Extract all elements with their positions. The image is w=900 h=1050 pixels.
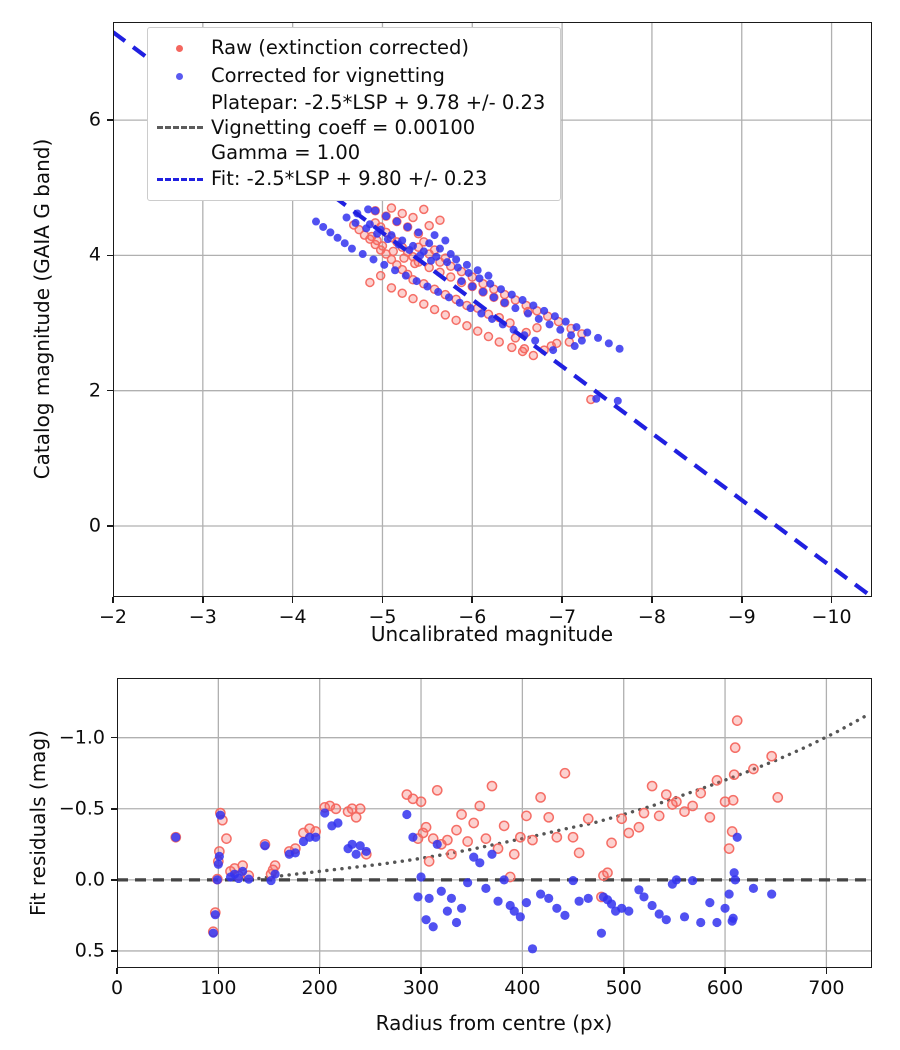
x-tick-label: 500 <box>605 977 642 999</box>
x-tick-label: −4 <box>278 606 307 628</box>
x-tick-mark <box>830 597 833 603</box>
x-tick-label: 0 <box>110 977 124 999</box>
x-tick-mark <box>112 597 114 603</box>
x-tick-mark <box>318 968 321 974</box>
blue-dashed-line-icon <box>157 177 203 181</box>
gray-dashed-line-icon <box>157 126 203 129</box>
x-tick-mark <box>471 597 474 603</box>
residuals-plot <box>117 678 872 968</box>
x-tick-mark <box>651 597 653 603</box>
legend-marker-red-icon <box>157 38 203 58</box>
legend-platepar-line1: Platepar: -2.5*LSP + 9.78 +/- 0.23 <box>157 90 550 115</box>
y-tick-mark <box>107 389 113 392</box>
y-tick-mark <box>111 807 117 810</box>
y-tick-mark <box>107 254 113 257</box>
x-tick-label: −8 <box>637 606 666 628</box>
residuals-yaxis-title: Fit residuals (mag) <box>26 730 50 916</box>
y-tick-label: 6 <box>88 108 101 131</box>
x-tick-label: −5 <box>368 606 397 628</box>
y-tick-mark <box>111 950 117 952</box>
legend-corrected: Corrected for vignetting <box>157 62 550 90</box>
x-tick-mark <box>202 597 204 603</box>
x-tick-mark <box>381 597 384 603</box>
legend-dashed-blue-icon <box>157 169 203 189</box>
legend-label: Raw (extinction corrected) <box>211 36 469 60</box>
legend-label: Vignetting coeff = 0.00100 <box>211 115 476 139</box>
x-tick-mark <box>825 968 828 974</box>
x-tick-mark <box>116 968 118 974</box>
x-tick-label: 100 <box>200 977 237 999</box>
magnitude-plot-legend: Raw (extinction corrected) Corrected for … <box>147 27 561 201</box>
magnitude-xaxis-title: Uncalibrated magnitude <box>370 622 614 646</box>
red-dot-icon <box>176 44 183 52</box>
x-tick-label: −9 <box>727 606 756 628</box>
y-tick-mark <box>107 525 113 527</box>
y-tick-mark <box>111 879 117 881</box>
y-tick-label: 0.0 <box>74 868 105 891</box>
blue-dot-icon <box>176 72 183 80</box>
x-tick-label: 700 <box>808 977 845 999</box>
x-tick-label: −7 <box>548 606 577 628</box>
legend-fit: Fit: -2.5*LSP + 9.80 +/- 0.23 <box>157 165 550 193</box>
x-tick-label: 400 <box>504 977 541 999</box>
legend-raw: Raw (extinction corrected) <box>157 34 550 62</box>
x-tick-mark <box>217 968 220 974</box>
legend-label: Fit: -2.5*LSP + 9.80 +/- 0.23 <box>211 167 488 191</box>
legend-label: Platepar: -2.5*LSP + 9.78 +/- 0.23 <box>211 90 546 114</box>
legend-key-empty <box>157 143 203 163</box>
x-tick-label: −3 <box>188 606 217 628</box>
y-tick-label: −1.0 <box>58 726 105 749</box>
x-tick-mark <box>740 597 743 603</box>
x-tick-label: −6 <box>458 606 487 628</box>
x-tick-label: 200 <box>301 977 338 999</box>
legend-dashed-gray-icon <box>157 118 203 138</box>
x-tick-label: −2 <box>98 606 128 628</box>
x-tick-label: 600 <box>706 977 744 999</box>
x-tick-mark <box>521 968 524 974</box>
legend-label: Gamma = 1.00 <box>211 140 361 164</box>
residuals-plot-canvas <box>117 678 872 968</box>
x-tick-label: −10 <box>811 606 852 628</box>
x-tick-mark <box>291 597 294 603</box>
y-tick-label: 4 <box>88 243 101 266</box>
y-tick-label: 0.5 <box>74 939 105 962</box>
x-tick-label: 300 <box>402 977 440 999</box>
legend-platepar-line2: Vignetting coeff = 0.00100 <box>157 115 550 140</box>
legend-platepar-line3: Gamma = 1.00 <box>157 140 550 165</box>
y-tick-label: 0 <box>88 514 101 537</box>
y-tick-label: 2 <box>88 379 101 402</box>
x-tick-mark <box>724 968 726 974</box>
y-tick-mark <box>111 736 117 739</box>
y-tick-mark <box>107 119 113 121</box>
x-tick-mark <box>420 968 422 974</box>
y-tick-label: −0.5 <box>58 797 105 820</box>
legend-label: Corrected for vignetting <box>211 64 445 88</box>
x-tick-mark <box>561 597 563 603</box>
legend-marker-blue-icon <box>157 66 203 86</box>
x-tick-mark <box>622 968 625 974</box>
residuals-xaxis-title: Radius from centre (px) <box>375 1011 613 1035</box>
legend-key-empty <box>157 93 203 113</box>
magnitude-yaxis-title: Catalog magnitude (GAIA G band) <box>30 138 54 480</box>
